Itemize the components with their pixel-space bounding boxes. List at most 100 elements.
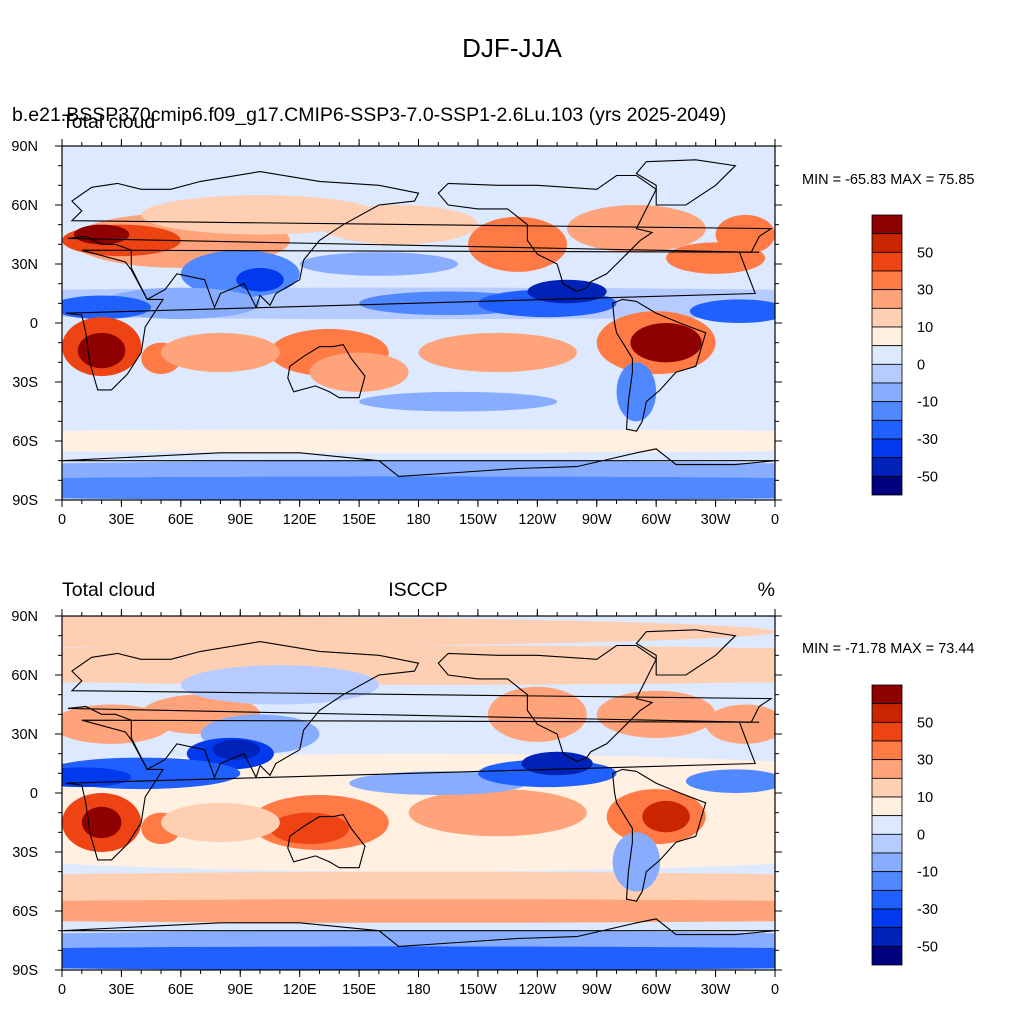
longitude-tick-label: 120W	[518, 982, 556, 998]
longitude-tick-label: 120W	[518, 512, 556, 528]
contour-region	[630, 323, 702, 363]
coastline	[635, 159, 737, 206]
coastline	[67, 171, 773, 309]
colorbar-swatch	[871, 345, 903, 365]
contour-region	[359, 391, 558, 412]
longitude-tick-label: 30E	[109, 982, 135, 998]
colorbar-swatch	[871, 457, 903, 477]
coastline	[635, 629, 737, 676]
contour-region	[62, 429, 775, 453]
panel-min-max: MIN = -65.83 MAX = 75.85	[802, 172, 975, 188]
colorbar-swatch	[871, 945, 903, 966]
panel-center-label: ISCCP	[388, 579, 448, 601]
coastline	[65, 249, 760, 391]
coastline	[437, 174, 657, 293]
contour-region	[81, 806, 122, 839]
colorbar-swatch	[871, 740, 903, 761]
longitude-tick-label: 180	[406, 982, 430, 998]
contour-region	[141, 195, 379, 235]
coastline	[437, 644, 657, 763]
contour-region	[408, 789, 587, 837]
contour-region	[269, 812, 350, 845]
colorbar-tick-label: -30	[917, 902, 938, 918]
contour-region	[487, 686, 587, 742]
contour-map: 0 30E 60E 90E 120E 150E 180 150W 120W 90W 60W 30W 0 9…	[11, 139, 782, 528]
contour-region	[62, 645, 775, 685]
map-panel-obs: 0 30E 60E 90E 120E 150E 180 150W 120W 90W 60W 30W 0 9…	[11, 609, 782, 998]
colorbar-tick-label: 50	[917, 245, 933, 261]
contour-region	[715, 214, 775, 255]
panel-variable-label: Total cloud	[62, 579, 156, 601]
colorbar-swatch	[871, 233, 903, 253]
contour-region	[77, 332, 126, 369]
longitude-tick-label: 0	[58, 512, 66, 528]
contour-region	[62, 946, 775, 970]
longitude-tick-label: 150W	[459, 982, 497, 998]
latitude-tick-label: 60N	[11, 668, 38, 684]
contour-region	[612, 832, 661, 892]
colorbar-tick-label: 10	[917, 790, 933, 806]
contour-region	[521, 751, 593, 776]
longitude-tick-label: 0	[771, 512, 779, 528]
longitude-tick-label: 30E	[109, 512, 135, 528]
contour-map: 0 30E 60E 90E 120E 150E 180 150W 120W 90W 60W 30W 0 9…	[11, 609, 782, 998]
latitude-tick-label: 90N	[11, 609, 38, 625]
colorbar-tick-label: -50	[917, 939, 938, 955]
colorbar-tick-label: 50	[917, 715, 933, 731]
colorbar-tick-label: -30	[917, 432, 938, 448]
latitude-tick-label: 30S	[12, 845, 38, 861]
contour-region	[596, 690, 716, 738]
longitude-tick-label: 90E	[227, 982, 253, 998]
longitude-tick-label: 90W	[582, 512, 612, 528]
colorbar-swatch	[871, 289, 903, 309]
longitude-tick-label: 60E	[168, 512, 194, 528]
colorbar-swatch	[871, 721, 903, 742]
longitude-tick-label: 90W	[582, 982, 612, 998]
latitude-tick-label: 30N	[11, 257, 38, 273]
colorbar-tick-label: 10	[917, 320, 933, 336]
contour-region	[62, 616, 775, 648]
colorbar-model: 50 30 10 0 -10 -30 -50	[871, 214, 938, 496]
colorbar-swatch	[871, 908, 903, 929]
latitude-tick-label: 0	[30, 786, 38, 802]
contour-region	[468, 216, 568, 272]
colorbar-swatch	[871, 382, 903, 403]
longitude-tick-label: 0	[58, 982, 66, 998]
longitude-tick-label: 120E	[283, 982, 317, 998]
longitude-tick-label: 60W	[641, 982, 671, 998]
contour-region	[62, 295, 152, 320]
colorbar-swatch	[871, 852, 903, 873]
colorbar-swatch	[871, 214, 903, 235]
contour-region	[73, 224, 130, 245]
colorbar-tick-label: 30	[917, 753, 933, 769]
colorbar-swatch	[871, 419, 903, 440]
contour-region	[180, 665, 379, 705]
colorbar-swatch	[871, 326, 903, 347]
latitude-tick-label: 30S	[12, 375, 38, 391]
colorbar: 50 30 10 0 -10 -30 -50	[871, 214, 938, 496]
contour-region	[62, 146, 775, 194]
longitude-tick-label: 150E	[342, 982, 376, 998]
contour-region	[212, 739, 261, 760]
latitude-tick-label: 60N	[11, 198, 38, 214]
map-panel-model: 0 30E 60E 90E 120E 150E 180 150W 120W 90W 60W 30W 0 9…	[11, 139, 782, 528]
latitude-tick-label: 60S	[12, 434, 38, 450]
coastline	[62, 448, 775, 477]
colorbar-swatch	[871, 889, 903, 910]
colorbar-swatch	[871, 815, 903, 835]
colorbar-swatch	[871, 475, 903, 496]
colorbar-swatch	[871, 307, 903, 328]
contour-region	[62, 767, 132, 788]
latitude-tick-label: 30N	[11, 727, 38, 743]
longitude-tick-label: 150E	[342, 512, 376, 528]
colorbar-tick-label: 0	[917, 357, 925, 373]
colorbar-swatch	[871, 438, 903, 459]
longitude-tick-label: 180	[406, 512, 430, 528]
colorbar-tick-label: -10	[917, 865, 938, 881]
contour-region	[299, 252, 459, 276]
coastline	[67, 641, 773, 779]
contour-region	[161, 332, 280, 373]
colorbar-tick-label: 30	[917, 283, 933, 299]
contour-region	[236, 267, 284, 292]
colorbar-swatch	[871, 759, 903, 779]
